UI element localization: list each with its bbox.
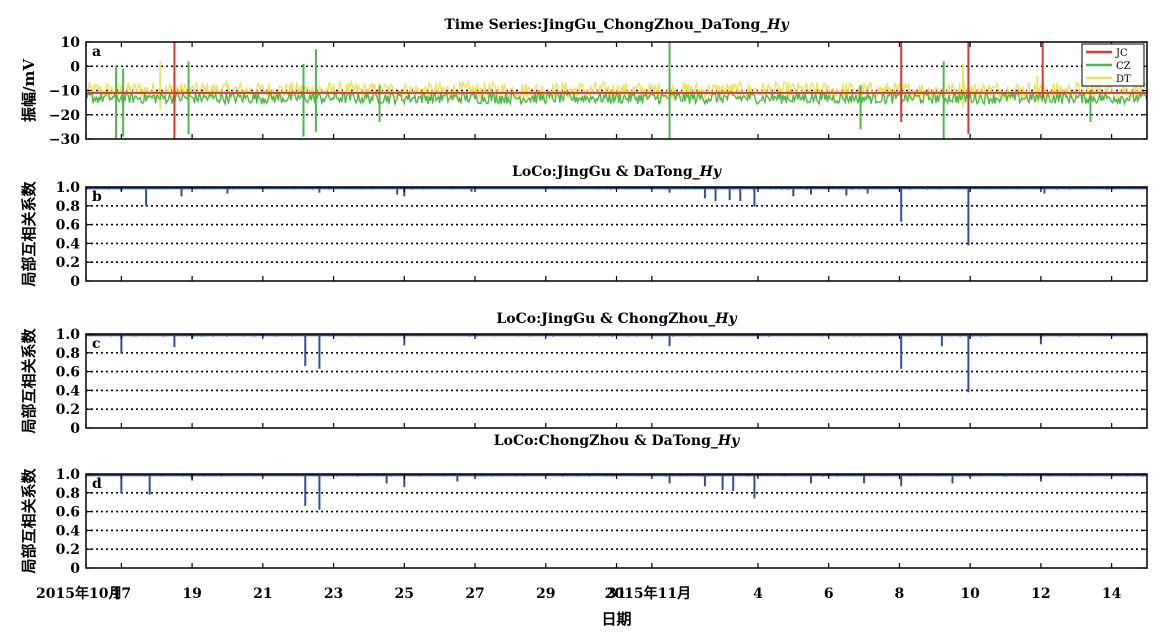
coef-series — [86, 333, 1148, 393]
coef-series — [86, 473, 1147, 510]
panel-letter: b — [92, 189, 102, 205]
panel-b: LoCo:JingGu & DaTong_Hy 1.0 0.8 0.6 0.4 0.2 0 局… — [20, 164, 1148, 290]
y-axis-label: 局部互相关系数 — [20, 181, 38, 288]
panel-title: Time Series:JingGu_ChongZhou_DaTong_Hy — [444, 17, 789, 33]
title-variable: Hy — [699, 164, 722, 180]
coef-series — [86, 186, 1147, 246]
series-DT — [85, 61, 1148, 110]
title-text: Time Series:JingGu_ChongZhou_DaTong_ — [444, 17, 767, 33]
series-line — [85, 79, 1148, 102]
x-tick-label: 14 — [1102, 586, 1122, 602]
x-tick-label: 17 — [112, 586, 131, 602]
axes-box — [85, 333, 1148, 429]
y-tick-label: 0 — [70, 561, 80, 577]
x-tick-label: 2015年10月 — [36, 585, 122, 602]
x-tick-label: 4 — [753, 586, 763, 602]
legend-label: DT — [1116, 74, 1131, 85]
axes-box — [85, 473, 1148, 569]
title-text: LoCo:JingGu & ChongZhou_ — [496, 311, 715, 327]
y-tick-label: 0.4 — [56, 523, 81, 539]
y-tick-label: 0 — [70, 59, 80, 75]
y-tick-label: 0.6 — [56, 218, 80, 234]
y-tick-label: 0.8 — [56, 486, 80, 502]
y-axis-label: 振幅/mV — [20, 59, 38, 122]
y-tick-label: 0.6 — [56, 365, 80, 381]
x-axis-label: 日期 — [601, 610, 631, 628]
y-tick-label: 1.0 — [56, 180, 81, 196]
y-tick-label: −10 — [49, 84, 80, 100]
x-tick-label: 2015年11月 — [605, 585, 691, 602]
panel-title: LoCo:JingGu & ChongZhou_Hy — [496, 311, 737, 327]
title-variable: Hy — [717, 433, 740, 449]
y-tick-label: 0 — [70, 421, 80, 437]
x-tick-label: 19 — [182, 586, 201, 602]
x-tick-label: 6 — [824, 586, 834, 602]
title-text: LoCo:ChongZhou & DaTong_ — [494, 433, 718, 449]
panel-c: LoCo:JingGu & ChongZhou_Hy 1.0 0.8 0.6 0.4 0.… — [20, 311, 1148, 437]
x-tick-label: 21 — [253, 586, 272, 602]
y-tick-label: 0.2 — [56, 542, 80, 558]
panel-letter: d — [92, 476, 102, 492]
y-tick-label: 0.8 — [56, 199, 80, 215]
panel-title: LoCo:ChongZhou & DaTong_Hy — [494, 433, 740, 449]
x-tick-label: 10 — [960, 586, 980, 602]
y-axis-label: 局部互相关系数 — [20, 468, 38, 575]
panel-title: LoCo:JingGu & DaTong_Hy — [512, 164, 722, 180]
y-tick-label: 0.2 — [56, 402, 80, 418]
x-tick-label: 27 — [465, 586, 484, 602]
y-tick-label: −20 — [49, 108, 80, 124]
y-tick-label: 0.4 — [56, 383, 81, 399]
y-tick-label: 0.2 — [56, 255, 80, 271]
panel-letter: a — [92, 44, 101, 60]
series-JC — [86, 42, 1147, 139]
x-tick-label: 29 — [536, 586, 555, 602]
y-tick-label: 0.6 — [56, 505, 80, 521]
y-tick-label: 0.4 — [56, 236, 81, 252]
y-tick-label: 0 — [70, 274, 80, 290]
x-tick-label: 31 — [607, 586, 626, 602]
legend-label: CZ — [1116, 61, 1131, 72]
legend-label: JC — [1115, 48, 1128, 59]
y-axis-label: 局部互相关系数 — [20, 328, 38, 435]
panel-a: Time Series:JingGu_ChongZhou_DaTong_Hy 10… — [20, 17, 1148, 148]
x-tick-label: 25 — [395, 586, 414, 602]
title-variable: Hy — [714, 311, 737, 327]
x-tick-label: 12 — [1031, 586, 1050, 602]
title-text: LoCo:JingGu & DaTong_ — [512, 164, 700, 180]
y-tick-label: −30 — [49, 132, 80, 148]
y-tick-label: 1.0 — [56, 327, 81, 343]
x-tick-label: 8 — [895, 586, 905, 602]
panel-letter: c — [92, 336, 101, 352]
panel-d: LoCo:ChongZhou & DaTong_Hy 1.0 0.8 0.6 0.4 0.… — [20, 433, 1148, 577]
y-tick-label: 10 — [61, 35, 81, 51]
axes-box — [85, 186, 1148, 282]
y-tick-label: 0.8 — [56, 346, 80, 362]
title-variable: Hy — [766, 17, 789, 33]
x-tick-label: 23 — [324, 586, 343, 602]
legend: JC CZ DT — [1081, 43, 1145, 87]
y-tick-label: 1.0 — [56, 467, 81, 483]
